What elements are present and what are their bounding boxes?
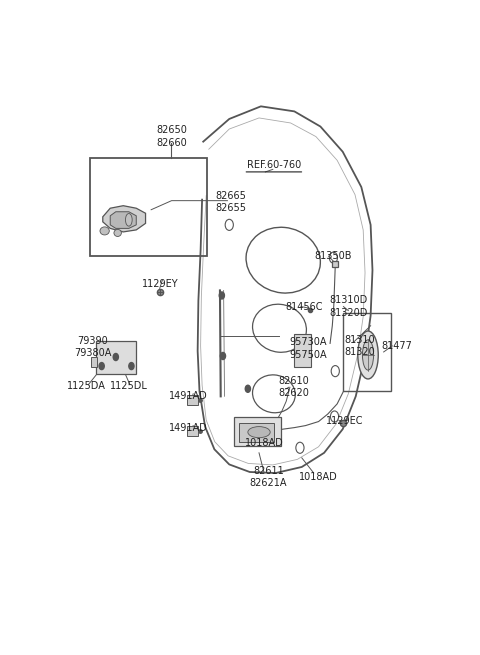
Bar: [187, 426, 198, 436]
Polygon shape: [103, 206, 145, 232]
Text: 82611
82621A: 82611 82621A: [250, 466, 287, 488]
Text: 81456C: 81456C: [285, 301, 323, 312]
Ellipse shape: [114, 229, 121, 236]
Ellipse shape: [362, 340, 373, 370]
Text: 79390
79380A: 79390 79380A: [74, 336, 111, 358]
Circle shape: [99, 363, 104, 369]
Bar: [91, 357, 97, 367]
Circle shape: [245, 385, 251, 392]
Text: 81310
81320: 81310 81320: [344, 335, 375, 357]
Bar: [90, 158, 207, 256]
Text: 81477: 81477: [381, 341, 412, 351]
Text: 95730A
95750A: 95730A 95750A: [290, 337, 327, 360]
Bar: [187, 396, 198, 405]
Ellipse shape: [125, 214, 132, 226]
Ellipse shape: [358, 331, 378, 379]
Text: 1491AD: 1491AD: [169, 391, 208, 402]
Text: 1491AD: 1491AD: [169, 422, 208, 432]
Text: 81350B: 81350B: [315, 251, 352, 261]
Text: 1125DL: 1125DL: [110, 381, 148, 391]
Polygon shape: [110, 212, 136, 229]
Bar: [294, 334, 312, 367]
Text: 1129EC: 1129EC: [326, 415, 363, 426]
Text: 1018AD: 1018AD: [244, 438, 283, 448]
Circle shape: [113, 354, 119, 360]
Text: 82665
82655: 82665 82655: [216, 191, 247, 214]
Bar: [234, 417, 281, 446]
Bar: [343, 313, 391, 391]
Text: 1018AD: 1018AD: [299, 472, 338, 482]
Text: REF.60-760: REF.60-760: [247, 160, 301, 170]
Ellipse shape: [100, 227, 109, 235]
Circle shape: [129, 363, 134, 369]
Text: 82610
82620: 82610 82620: [278, 376, 309, 398]
Ellipse shape: [248, 426, 270, 438]
Text: 1129EY: 1129EY: [142, 279, 179, 289]
Bar: [239, 422, 274, 441]
Circle shape: [220, 352, 226, 360]
Text: 81310D
81320D: 81310D 81320D: [329, 295, 368, 318]
Text: 1125DA: 1125DA: [67, 381, 106, 391]
Circle shape: [219, 292, 225, 299]
Bar: [96, 341, 135, 373]
Text: 82650
82660: 82650 82660: [156, 125, 187, 148]
